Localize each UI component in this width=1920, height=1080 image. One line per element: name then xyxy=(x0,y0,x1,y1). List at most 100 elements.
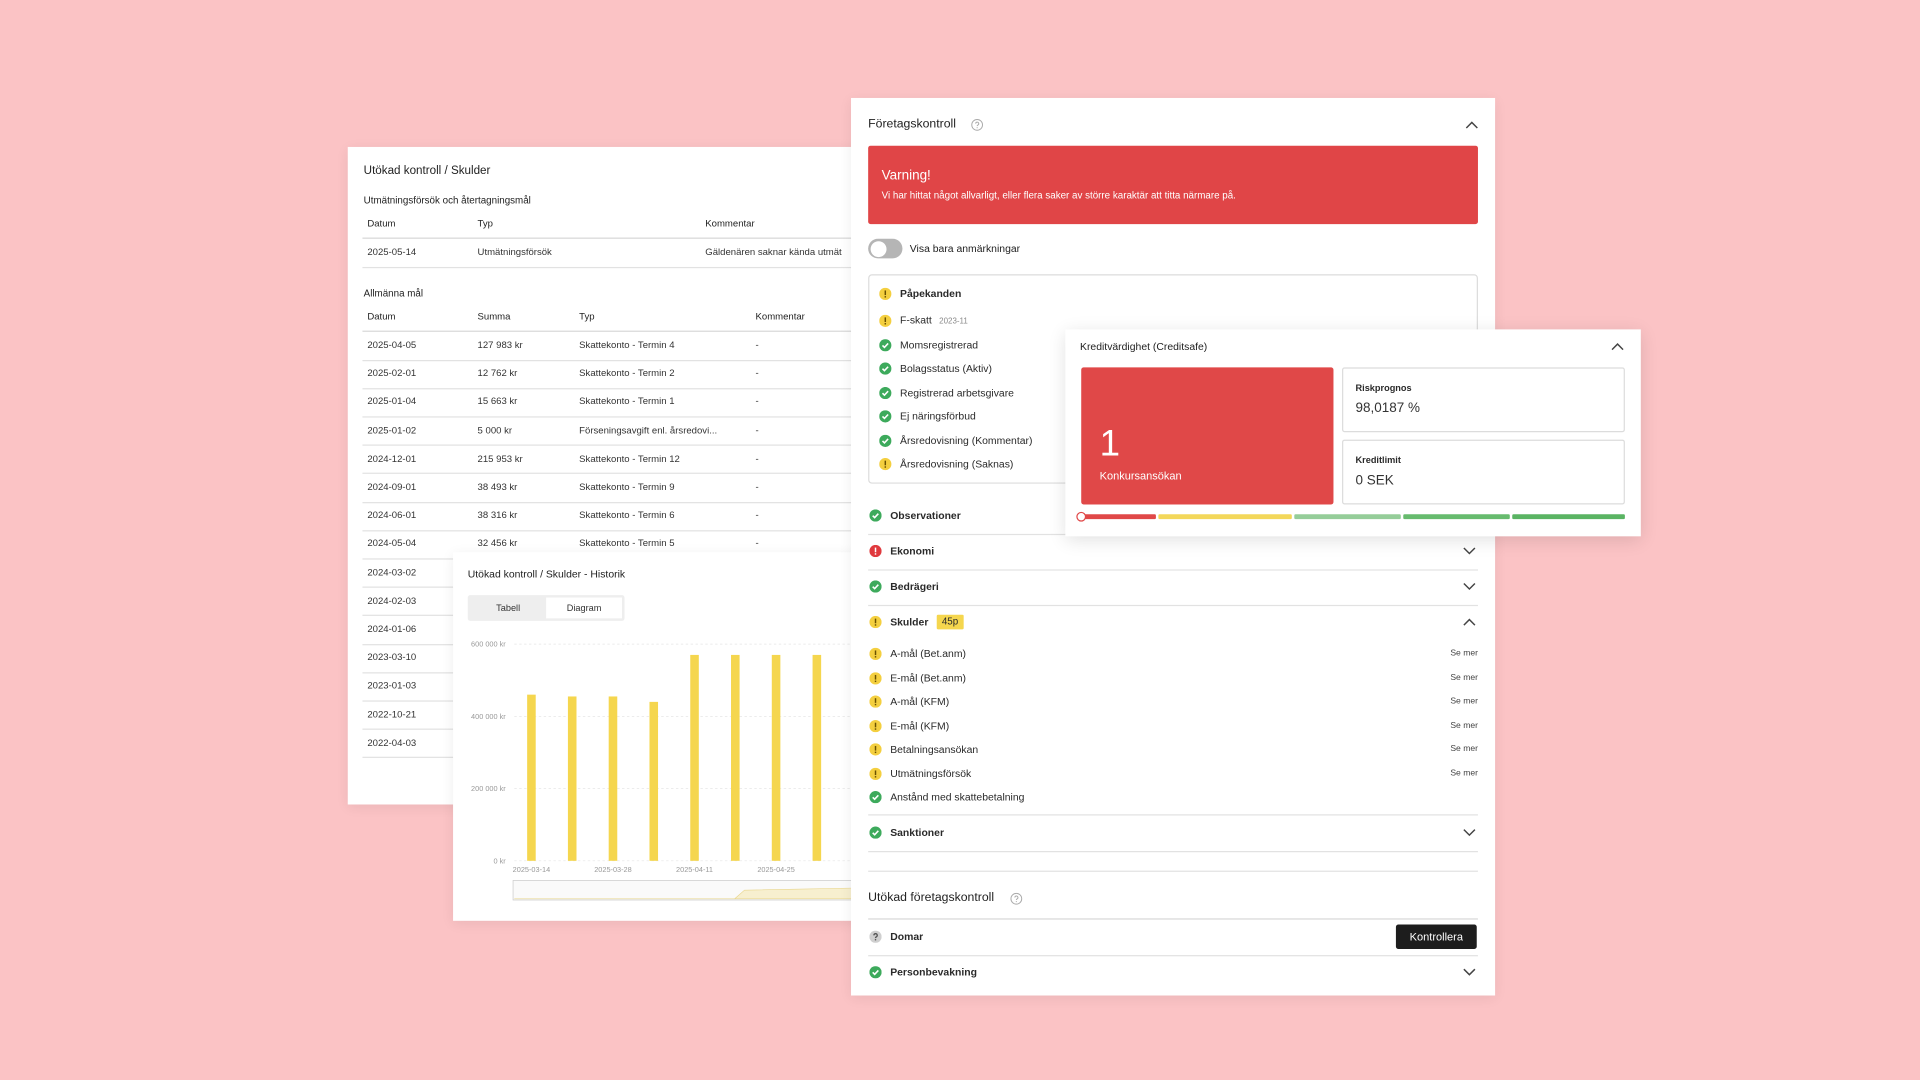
collapse-icon xyxy=(1465,121,1478,129)
divider xyxy=(868,569,1478,571)
bar xyxy=(608,696,618,861)
collapse-icon xyxy=(1463,618,1476,626)
table-cell: 2024-03-02 xyxy=(367,566,417,578)
item-label: Bolagsstatus (Aktiv) xyxy=(900,362,992,375)
item-label: Ej näringsförbud xyxy=(900,409,976,423)
collapse-icon xyxy=(1611,343,1624,351)
group-title: Påpekanden xyxy=(900,287,962,300)
company-card: Företagskontroll Varning! Vi har hittat nå… xyxy=(851,97,1496,996)
tab[interactable]: Tabell xyxy=(496,602,521,614)
status-icon xyxy=(869,647,882,660)
status-icon xyxy=(879,434,892,447)
table-cell: 38 493 kr xyxy=(477,481,518,493)
x-tick-label: 2025-04-11 xyxy=(676,865,713,874)
section-title: Utmätningsförsök och återtagningsmål xyxy=(363,194,531,206)
status-icon xyxy=(879,410,892,423)
table-cell: Skattekonto - Termin 1 xyxy=(579,396,675,408)
card-title: Kreditvärdighet (Creditsafe) xyxy=(1080,340,1208,353)
card-title: Utökad kontroll / Skulder xyxy=(363,164,491,178)
table-cell: 2025-04-05 xyxy=(367,339,417,351)
table-cell: 5 000 kr xyxy=(477,424,513,436)
table-cell: - xyxy=(755,339,759,351)
section-title: Allmänna mål xyxy=(363,287,424,299)
info-label: Riskprognos xyxy=(1355,382,1412,394)
history-card: Utökad kontroll / Skulder - Historik Tabe… xyxy=(453,552,870,921)
item-label: E-mål (Bet.anm) xyxy=(890,671,966,684)
section-label: Bedrägeri xyxy=(890,580,939,593)
status-icon xyxy=(879,287,892,300)
risk-scale-segment xyxy=(1294,514,1401,520)
status-icon xyxy=(869,743,882,756)
section-badge: 45p xyxy=(936,614,964,630)
see-more-link[interactable]: Se mer xyxy=(1450,768,1478,778)
expand-icon xyxy=(1463,829,1476,837)
score-value: 1 xyxy=(1099,423,1121,465)
see-more-link[interactable]: Se mer xyxy=(1450,721,1478,730)
reminder-item: Momsregistrerad xyxy=(900,339,978,349)
item-label: E-mål (KFM) xyxy=(890,719,950,732)
item-label: Utmätningsförsök xyxy=(890,766,972,780)
expand-icon xyxy=(1463,547,1476,555)
section-label: Personbevakning xyxy=(890,965,977,979)
x-tick-label: 2025-03-28 xyxy=(594,865,631,874)
reminder-item: Ej näringsförbud xyxy=(900,411,976,421)
expand-icon xyxy=(1463,968,1476,976)
see-more-link[interactable]: Se mer xyxy=(1450,745,1478,754)
toggle-label: Visa bara anmärkningar xyxy=(909,242,1021,255)
column-header: Typ xyxy=(477,218,493,230)
divider xyxy=(362,501,960,503)
table-cell: 2025-01-04 xyxy=(367,396,417,408)
table-cell: - xyxy=(755,424,759,436)
section-header[interactable]: Sanktioner xyxy=(890,827,944,837)
extended-title: Utökad företagskontroll xyxy=(868,891,995,905)
table-cell: 2025-05-14 xyxy=(367,246,417,258)
status-icon xyxy=(869,719,882,732)
risk-scale-marker xyxy=(1076,511,1087,522)
section-header[interactable]: Ekonomi xyxy=(890,546,934,556)
item-label: F-skatt xyxy=(900,313,932,327)
risk-scale-segment xyxy=(1512,514,1625,520)
section-label: Skulder xyxy=(890,615,929,628)
status-icon xyxy=(879,386,892,399)
table-cell: 2024-02-03 xyxy=(367,594,417,606)
item-label: Anstånd med skattebetalning xyxy=(890,790,1025,803)
see-more-link[interactable]: Se mer xyxy=(1450,649,1478,659)
y-tick-label: 400 000 kr xyxy=(471,712,506,721)
see-more-link[interactable]: Se mer xyxy=(1450,673,1478,683)
divider xyxy=(362,237,960,239)
divider xyxy=(362,473,960,475)
button[interactable]: Kontrollera xyxy=(1395,924,1477,949)
bar xyxy=(690,654,699,861)
toggle-knob xyxy=(870,240,886,257)
section-label: Domar xyxy=(890,930,924,943)
bar xyxy=(527,694,536,861)
toggle[interactable] xyxy=(868,238,903,259)
column-header: Summa xyxy=(477,311,511,323)
bar xyxy=(731,654,740,861)
tab[interactable]: Diagram xyxy=(546,597,623,619)
table-cell: - xyxy=(755,367,759,379)
section-label: Ekonomi xyxy=(890,544,935,557)
info-value: 98,0187 % xyxy=(1355,401,1420,416)
section-header[interactable]: Observationer xyxy=(890,510,961,520)
status-icon xyxy=(879,314,892,327)
column-header: Typ xyxy=(579,311,595,323)
status-icon xyxy=(869,826,882,839)
table-cell: Gäldenären saknar kända utmät xyxy=(705,246,842,258)
bar-chart: 0 kr 200 000 kr 400 000 kr 600 000 kr 2025-0… xyxy=(471,640,870,901)
see-more-link[interactable]: Se mer xyxy=(1450,697,1478,706)
table-cell: Skattekonto - Termin 5 xyxy=(579,538,675,550)
info-box: Kreditlimit 0 SEK xyxy=(1342,439,1625,505)
section-header[interactable]: Skulder 45p xyxy=(890,614,964,630)
score-label: Konkursansökan xyxy=(1099,469,1182,482)
table-cell: 15 663 kr xyxy=(477,396,518,408)
section-header[interactable]: Bedrägeri xyxy=(890,581,939,591)
range-slider-preview xyxy=(514,887,870,900)
status-icon xyxy=(869,509,882,522)
risk-scale-segment xyxy=(1081,514,1156,520)
score-box: 1 Konkursansökan xyxy=(1081,367,1334,505)
divider xyxy=(362,416,960,418)
status-icon xyxy=(869,580,882,593)
column-header: Kommentar xyxy=(755,311,805,323)
table-cell: 2025-01-02 xyxy=(367,424,417,436)
